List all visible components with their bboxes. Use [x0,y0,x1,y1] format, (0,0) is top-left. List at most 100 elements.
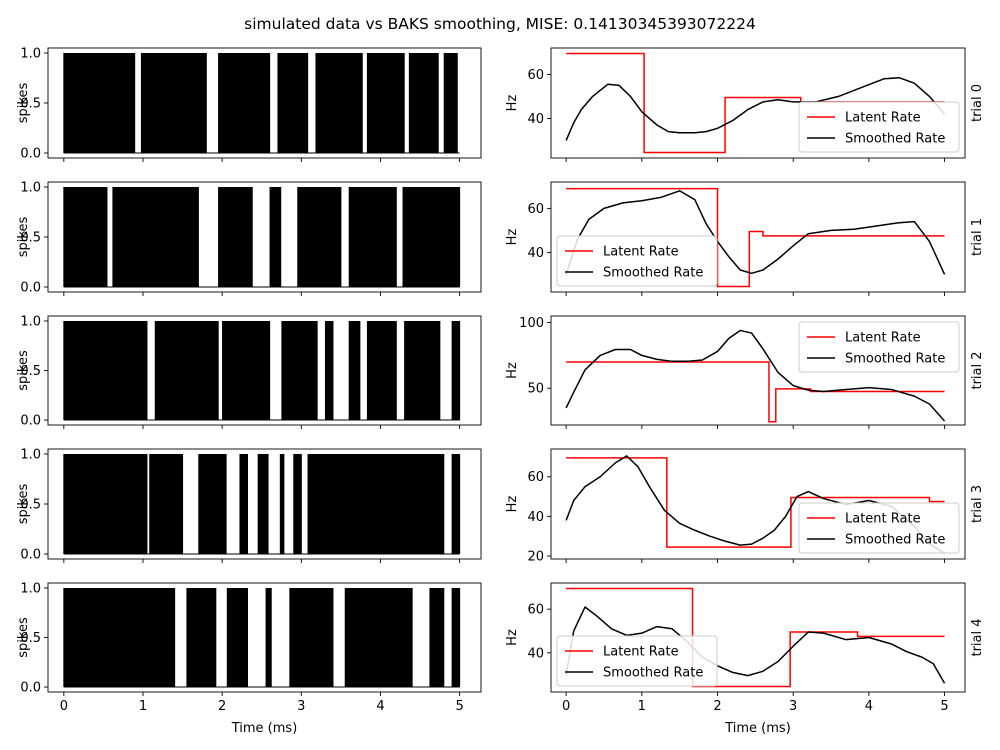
spike-1-ytick-label-1: 0.5 [20,231,41,246]
rate-panel-frame-3 [550,448,966,560]
spike-3-ytick-label-0: 0.0 [20,548,41,563]
trial-label-0: trial 0 [970,84,985,122]
spike-panel-trial-3: 0.0 0.5 1.0 spikes [16,448,482,563]
rate-4-ytick-label-0: 40 [527,646,544,661]
spike-1-ytick-label-0: 0.0 [20,281,41,296]
rate-ylabel-3: Hz [505,496,520,513]
trial-label-4: trial 4 [970,618,985,656]
latent-rate-line-3 [566,457,945,548]
rate-panel-frame-1 [550,181,966,293]
spike-4-ytick-label-1: 0.5 [20,631,41,646]
rate-ylabel-4: Hz [505,629,520,646]
legend-0: Latent Rate Smoothed Rate [798,101,960,153]
legend-1: Latent Rate Smoothed Rate [556,235,718,287]
spike-2-ytick-label-2: 1.0 [20,314,41,329]
latent-rate-line-4 [566,587,945,688]
rate-4-xtick-label-1: 1 [638,699,646,714]
spike-1-ytick-label-2: 1.0 [20,181,41,196]
trial-label-2: trial 2 [970,351,985,389]
smoothed-rate-line-4 [565,606,946,684]
spike-4-xtick-label-5: 5 [455,699,463,714]
rate-ylabel-2: Hz [505,362,520,379]
rate-panel-1: 40 60 Hz trial 1 Latent Rate Smoothed Rate [505,181,985,296]
rate-panel-frame-4 [550,582,966,693]
spike-4-xtick-label-1: 1 [139,699,147,714]
smoothed-rate-line-3 [565,455,945,554]
legend-box-3 [798,502,960,554]
spike-3-ytick-label-1: 0.5 [20,498,41,513]
rate-panel-0: 40 60 Hz trial 0 Latent Rate Smoothed Rate [505,47,985,162]
legend-box-2 [798,321,960,373]
spike-4-xtick-label-3: 3 [297,699,305,714]
spike-0-ytick-label-2: 1.0 [20,47,41,62]
rate-4-xtick-label-0: 0 [562,699,570,714]
legend-label-1-1: Smoothed Rate [603,266,703,281]
rate-4-xtick-label-5: 5 [940,699,948,714]
legend-box-1 [556,235,718,287]
spike-ylabel-1: spikes [16,217,31,258]
rate-4-xtick-label-4: 4 [865,699,873,714]
spike-panel-trial-0: 0.0 0.5 1.0 spikes [16,47,482,162]
spike-4-xtick-label-2: 2 [218,699,226,714]
legend-label-2-0: Latent Rate [845,331,921,346]
rate-1-ytick-label-1: 60 [527,202,544,217]
legend-label-0-0: Latent Rate [845,111,921,126]
legend-label-0-1: Smoothed Rate [845,132,945,147]
smoothed-rate-line-1 [565,190,946,275]
smoothed-rate-line-0 [565,76,946,141]
trial-label-1: trial 1 [970,218,985,256]
spike-train-trial-2 [63,320,461,421]
rate-0-ytick-label-1: 60 [527,68,544,83]
latent-rate-line-1 [566,187,945,288]
rate-panel-frame-2 [550,315,966,426]
spike-4-xtick-label-4: 4 [376,699,384,714]
rate-4-xtick-label-3: 3 [789,699,797,714]
spike-ylabel-2: spikes [16,350,31,391]
legend-4: Latent Rate Smoothed Rate [556,635,718,687]
rate-2-ytick-label-1: 100 [519,316,544,331]
plot-grid: 0.0 0.5 1.0 spikes 0.0 0.5 1.0 spikes 0.0 0.5 1.0 s… [16,47,985,737]
rate-3-ytick-label-2: 60 [527,470,544,485]
spike-train-trial-3 [63,454,461,555]
spike-2-ytick-label-1: 0.5 [20,364,41,379]
trial-label-3: trial 3 [970,485,985,523]
rate-3-ytick-label-0: 20 [527,550,544,565]
spike-4-ytick-label-2: 1.0 [20,581,41,596]
legend-label-4-0: Latent Rate [603,645,679,660]
legend-label-3-0: Latent Rate [845,512,921,527]
rate-panel-frame-0 [550,47,966,159]
spike-train-trial-0 [63,53,460,154]
rate-2-ytick-label-0: 50 [527,382,544,397]
spike-panel-trial-4: 0 1 2 3 4 5 0.0 0.5 1.0 spikes Time (ms) [16,581,482,736]
rate-xlabel: Time (ms) [724,721,791,736]
legend-2: Latent Rate Smoothed Rate [798,321,960,373]
rate-4-ytick-label-1: 60 [527,603,544,618]
spike-4-ytick-label-0: 0.0 [20,681,41,696]
rate-panel-2: 50 100 Hz trial 2 Latent Rate Smoothed Rate [505,315,985,429]
spike-panel-trial-1: 0.0 0.5 1.0 spikes [16,181,482,296]
rate-1-ytick-label-0: 40 [527,246,544,261]
rate-panel-4: 0 1 2 3 4 5 40 60 Hz trial 4 Latent Rate Smoothed R… [505,582,985,736]
legend-3: Latent Rate Smoothed Rate [798,502,960,554]
spike-0-ytick-label-1: 0.5 [20,97,41,112]
rate-panel-3: 20 40 60 Hz trial 3 Latent Rate Smoothed Rate [505,448,985,565]
spike-xlabel: Time (ms) [231,721,298,736]
rate-3-ytick-label-1: 40 [527,510,544,525]
legend-box-4 [556,635,718,687]
legend-box-0 [798,101,960,153]
spike-2-ytick-label-0: 0.0 [20,414,41,429]
figure-title: simulated data vs BAKS smoothing, MISE: … [244,15,756,33]
spike-0-ytick-label-0: 0.0 [20,147,41,162]
rate-4-xtick-label-2: 2 [713,699,721,714]
legend-label-1-0: Latent Rate [603,245,679,260]
spike-ylabel-3: spikes [16,484,31,525]
rate-ylabel-0: Hz [505,95,520,112]
spike-3-ytick-label-2: 1.0 [20,448,41,463]
spike-train-trial-1 [63,187,461,288]
spike-ylabel-4: spikes [16,617,31,658]
spike-panel-trial-2: 0.0 0.5 1.0 spikes [16,314,482,429]
spike-train-trial-4 [63,587,461,688]
rate-0-ytick-label-0: 40 [527,112,544,127]
legend-label-2-1: Smoothed Rate [845,352,945,367]
